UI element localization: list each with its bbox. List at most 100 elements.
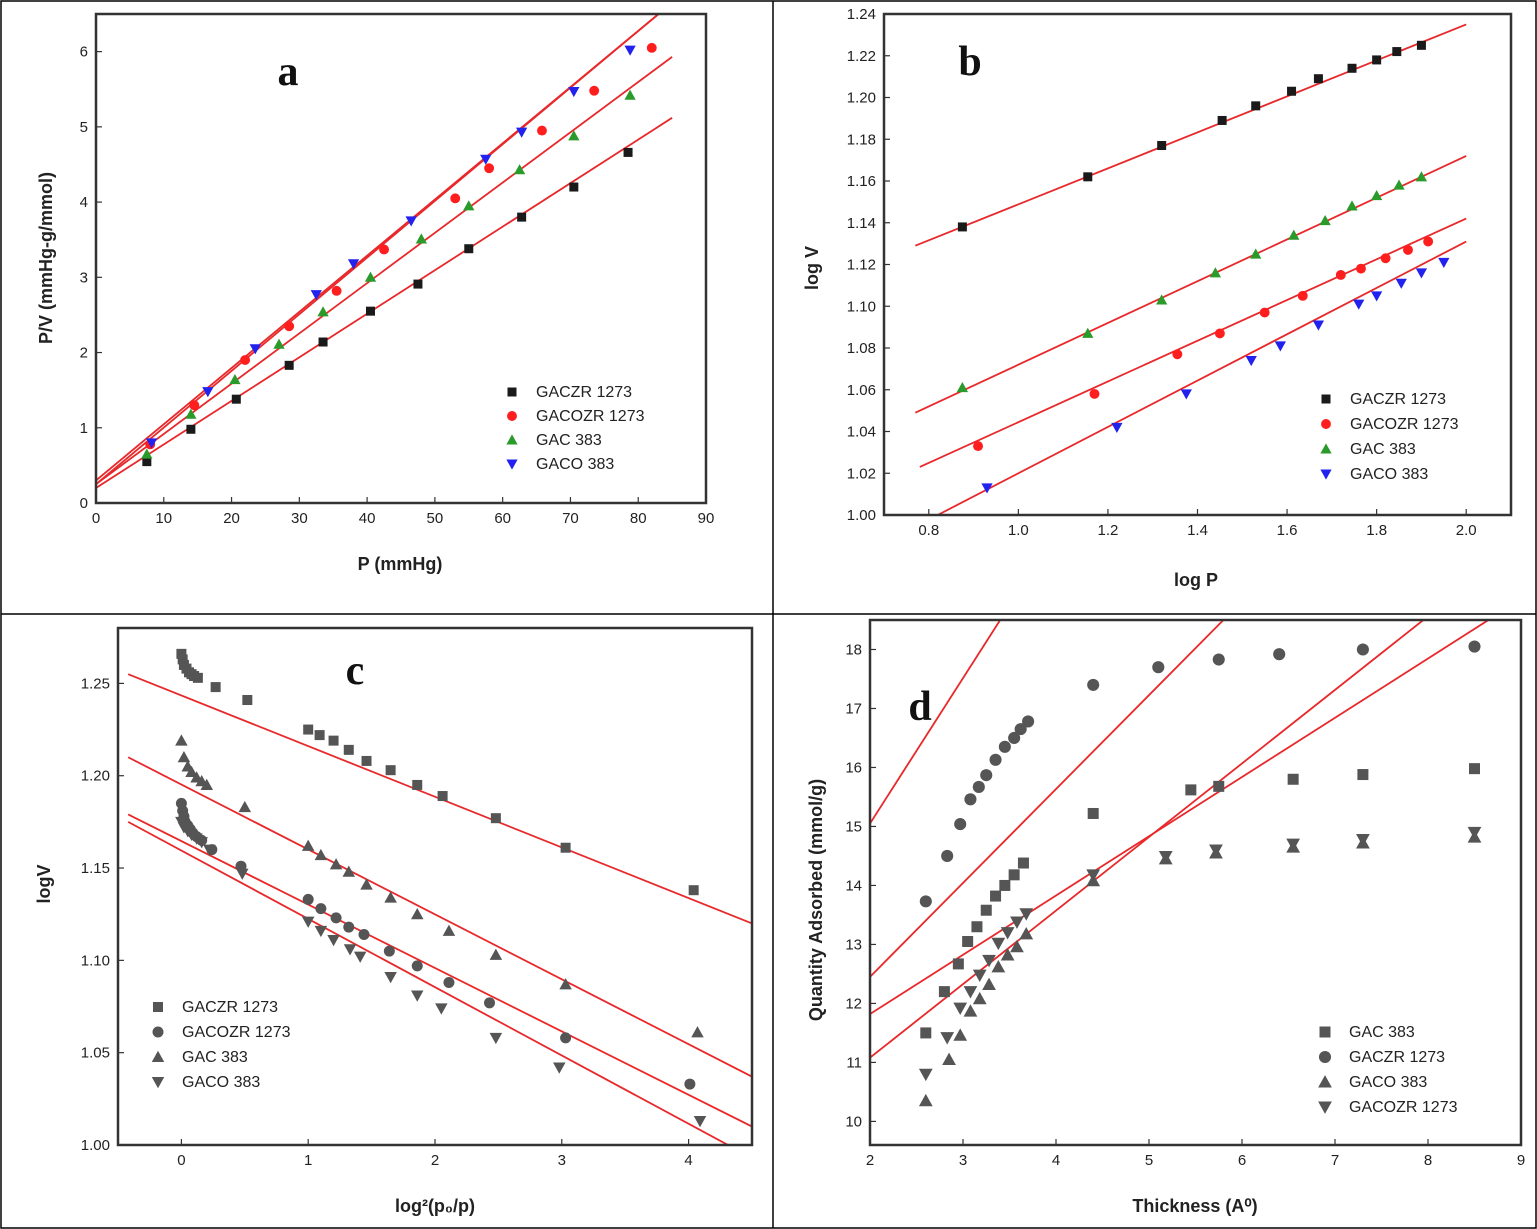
x-tick-label: 90: [698, 510, 715, 527]
data-point: [186, 424, 196, 434]
panel-a-ylabel: P/V (mmHg-g/mmol): [36, 172, 56, 344]
panel-d: d Thickness (A⁰) Quantity Adsorbed (mmol…: [806, 618, 1525, 1216]
data-point: [302, 893, 314, 905]
fit-line: [937, 240, 1467, 515]
data-point: [1087, 678, 1100, 691]
data-point: [385, 765, 396, 776]
data-point: [240, 355, 251, 366]
data-point: [353, 951, 367, 963]
data-point: [980, 904, 992, 916]
x-tick-label: 30: [291, 510, 308, 527]
data-point: [553, 1062, 566, 1074]
x-tick-label: 50: [427, 510, 444, 527]
data-point: [142, 457, 152, 467]
data-point: [384, 971, 397, 984]
legend-label: GACOZR 1273: [1350, 416, 1459, 433]
y-tick-label: 6: [80, 44, 88, 61]
legend-marker: [1320, 443, 1332, 454]
data-point: [1467, 826, 1482, 840]
data-point: [411, 960, 423, 972]
data-point: [623, 147, 633, 157]
legend-marker: [506, 459, 518, 470]
data-point: [1245, 356, 1257, 367]
y-tick-label: 1.14: [847, 215, 876, 232]
data-point: [1393, 179, 1405, 190]
data-point: [963, 986, 978, 999]
data-point: [412, 779, 423, 790]
x-tick-label: 8: [1424, 1152, 1432, 1169]
data-point: [229, 373, 241, 385]
x-tick-label: 0: [92, 510, 100, 527]
x-tick-label: 10: [155, 510, 172, 527]
data-point: [310, 290, 322, 301]
data-point: [568, 130, 580, 141]
y-tick-label: 1.06: [847, 382, 876, 399]
data-point: [1356, 833, 1370, 847]
data-point: [484, 163, 495, 174]
data-point: [330, 912, 342, 924]
data-point: [971, 921, 983, 933]
data-point: [1274, 341, 1286, 352]
panel-d-fit-lines: [870, 620, 1489, 1059]
fit-line: [870, 620, 1225, 978]
legend-marker: [1319, 1026, 1331, 1038]
data-point: [361, 755, 372, 766]
x-tick-label: 6: [1238, 1152, 1246, 1169]
data-point: [1415, 171, 1428, 182]
data-point: [1214, 328, 1225, 339]
legend-label: GACZR 1273: [536, 384, 632, 401]
x-tick-label: 1: [304, 1152, 312, 1169]
data-point: [1356, 643, 1369, 656]
data-point: [1008, 731, 1021, 745]
legend-label: GAC 383: [1349, 1024, 1415, 1041]
panel-c-plot-frame: [116, 626, 754, 1147]
y-tick-label: 10: [845, 1113, 862, 1130]
data-point: [410, 990, 424, 1002]
data-point: [1392, 47, 1402, 57]
panel-d-ylabel: Quantity Adsorbed (mmol/g): [806, 779, 826, 1021]
data-point: [953, 1002, 968, 1016]
legend-marker: [507, 387, 517, 397]
data-point: [537, 125, 547, 136]
legend-label: GAC 383: [182, 1049, 248, 1066]
data-point: [405, 216, 417, 227]
fit-line: [919, 217, 1467, 468]
data-point: [366, 306, 375, 316]
data-point: [314, 848, 328, 861]
data-point: [327, 935, 340, 947]
data-point: [177, 654, 188, 665]
data-point: [1287, 86, 1297, 96]
data-point: [410, 907, 424, 920]
series-4: [145, 45, 636, 449]
panel-c-xlabel: log²(p₀/p): [395, 1196, 475, 1216]
y-tick-label: 3: [80, 269, 88, 286]
data-point: [1180, 389, 1192, 400]
data-point: [343, 744, 354, 755]
data-point: [956, 382, 968, 393]
data-point: [435, 1003, 448, 1015]
legend-marker: [506, 434, 518, 445]
y-tick-label: 17: [845, 700, 862, 717]
data-point: [1357, 769, 1369, 781]
series-3: [141, 89, 636, 459]
panel-c-legend: GACZR 1273 GACOZR 1273 GAC 383 GACO 383: [151, 999, 291, 1091]
data-point: [328, 735, 339, 746]
data-point: [1353, 299, 1365, 310]
y-tick-label: 1: [80, 420, 88, 437]
data-point: [560, 1032, 572, 1044]
series-4: [981, 257, 1450, 494]
data-point: [1286, 838, 1301, 852]
data-point: [1156, 294, 1168, 305]
data-point: [1087, 807, 1099, 819]
data-point: [1371, 189, 1383, 201]
data-point: [185, 408, 197, 419]
legend-label: GACZR 1273: [1350, 391, 1446, 408]
fit-line: [127, 821, 730, 1145]
data-point: [464, 244, 474, 254]
data-point: [1086, 869, 1101, 882]
panel-d-xlabel: Thickness (A⁰): [1132, 1196, 1257, 1216]
series-1: [957, 40, 1426, 232]
x-tick-label: 4: [684, 1152, 692, 1169]
data-point: [463, 200, 475, 211]
data-point: [972, 780, 985, 793]
